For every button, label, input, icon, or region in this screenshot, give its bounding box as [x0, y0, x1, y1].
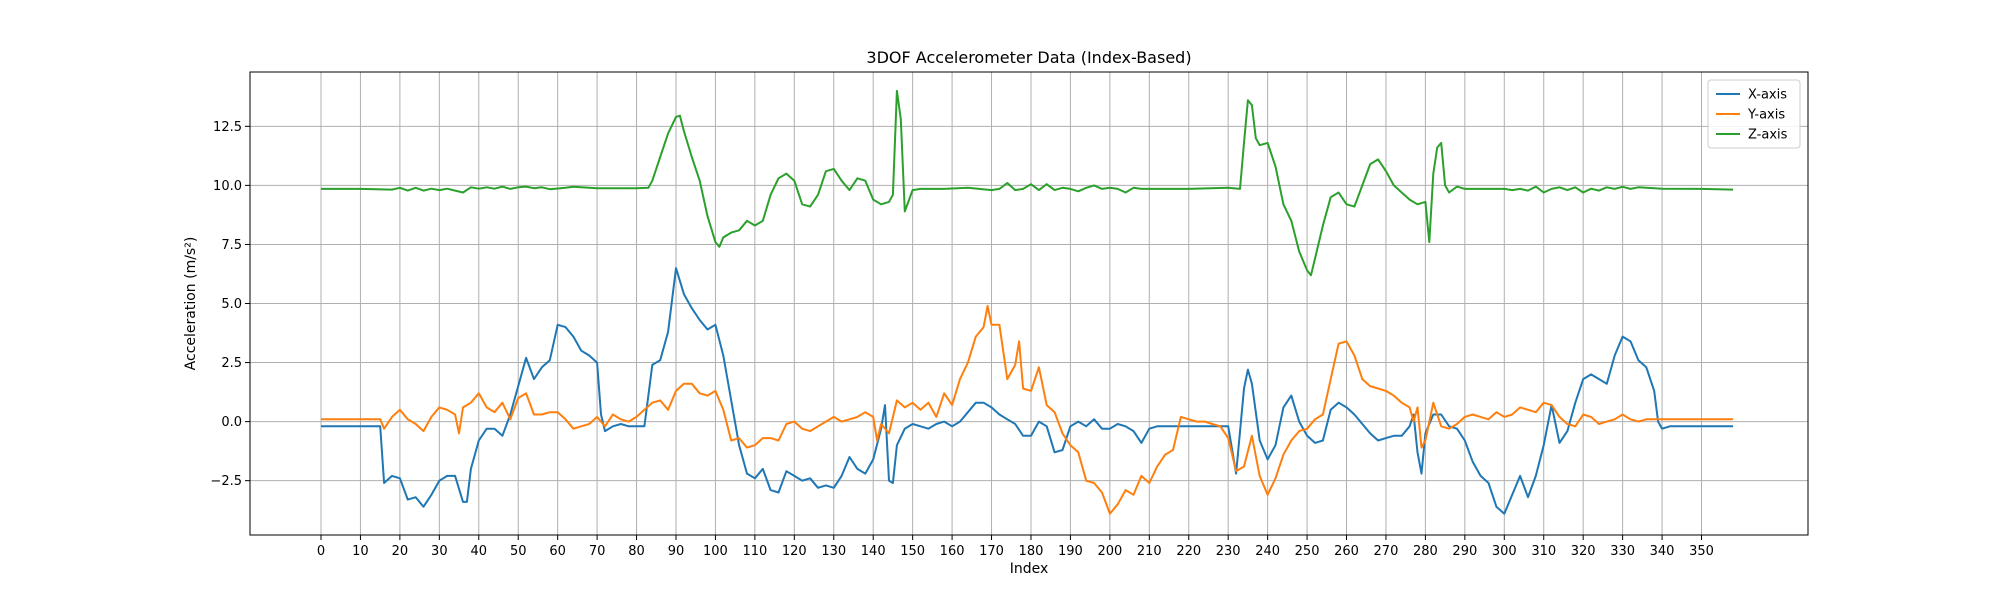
chart-title: 3DOF Accelerometer Data (Index-Based) — [866, 48, 1191, 67]
x-tick-label: 190 — [1058, 544, 1083, 559]
x-tick-label: 230 — [1216, 544, 1241, 559]
x-tick-label: 0 — [317, 544, 325, 559]
x-tick-label: 80 — [628, 544, 645, 559]
axis-ticks: 0 10 20 30 40 50 60 70 80 90 100 110 120 130 140 150 160… — [210, 120, 1713, 559]
y-tick-label: 10.0 — [213, 179, 242, 194]
x-tick-label: 90 — [668, 544, 685, 559]
x-tick-label: 130 — [821, 544, 846, 559]
x-tick-label: 120 — [782, 544, 807, 559]
x-tick-label: 20 — [392, 544, 409, 559]
x-tick-label: 300 — [1492, 544, 1517, 559]
x-tick-label: 170 — [979, 544, 1004, 559]
x-tick-label: 70 — [589, 544, 606, 559]
x-tick-label: 180 — [1019, 544, 1044, 559]
x-tick-label: 60 — [549, 544, 566, 559]
y-tick-label: 2.5 — [221, 356, 242, 371]
x-tick-label: 270 — [1374, 544, 1399, 559]
series-line-x-axis — [321, 267, 1734, 515]
y-tick-label: −2.5 — [210, 474, 242, 489]
x-tick-label: 110 — [742, 544, 767, 559]
x-tick-label: 250 — [1295, 544, 1320, 559]
legend-entry: X-axis — [1748, 88, 1787, 103]
x-tick-label: 200 — [1097, 544, 1122, 559]
series-line-z-axis — [321, 89, 1734, 277]
x-tick-label: 50 — [510, 544, 527, 559]
x-tick-label: 30 — [431, 544, 448, 559]
x-tick-label: 100 — [703, 544, 728, 559]
x-tick-label: 150 — [900, 544, 925, 559]
x-tick-label: 260 — [1334, 544, 1359, 559]
y-axis-label: Acceleration (m/s²) — [183, 237, 199, 371]
x-tick-label: 280 — [1413, 544, 1438, 559]
series-lines — [321, 89, 1734, 515]
y-tick-label: 12.5 — [213, 120, 242, 135]
x-tick-label: 210 — [1137, 544, 1162, 559]
x-tick-label: 310 — [1531, 544, 1556, 559]
legend: X-axis Y-axis Z-axis — [1707, 79, 1801, 149]
legend-entry: Y-axis — [1747, 108, 1785, 123]
series-line-y-axis — [321, 304, 1734, 515]
x-tick-label: 290 — [1452, 544, 1477, 559]
y-tick-label: 7.5 — [221, 238, 242, 253]
x-axis-label: Index — [1010, 561, 1049, 577]
x-tick-label: 10 — [352, 544, 369, 559]
y-tick-label: 5.0 — [221, 297, 242, 312]
x-tick-label: 330 — [1610, 544, 1635, 559]
x-tick-label: 350 — [1689, 544, 1714, 559]
legend-box — [1707, 79, 1801, 149]
legend-entry: Z-axis — [1748, 128, 1788, 143]
x-tick-label: 220 — [1176, 544, 1201, 559]
x-tick-label: 320 — [1571, 544, 1596, 559]
x-tick-label: 340 — [1650, 544, 1675, 559]
x-tick-label: 160 — [940, 544, 965, 559]
y-tick-label: 0.0 — [221, 415, 242, 430]
x-tick-label: 240 — [1255, 544, 1280, 559]
x-tick-label: 40 — [470, 544, 487, 559]
x-tick-label: 140 — [861, 544, 886, 559]
